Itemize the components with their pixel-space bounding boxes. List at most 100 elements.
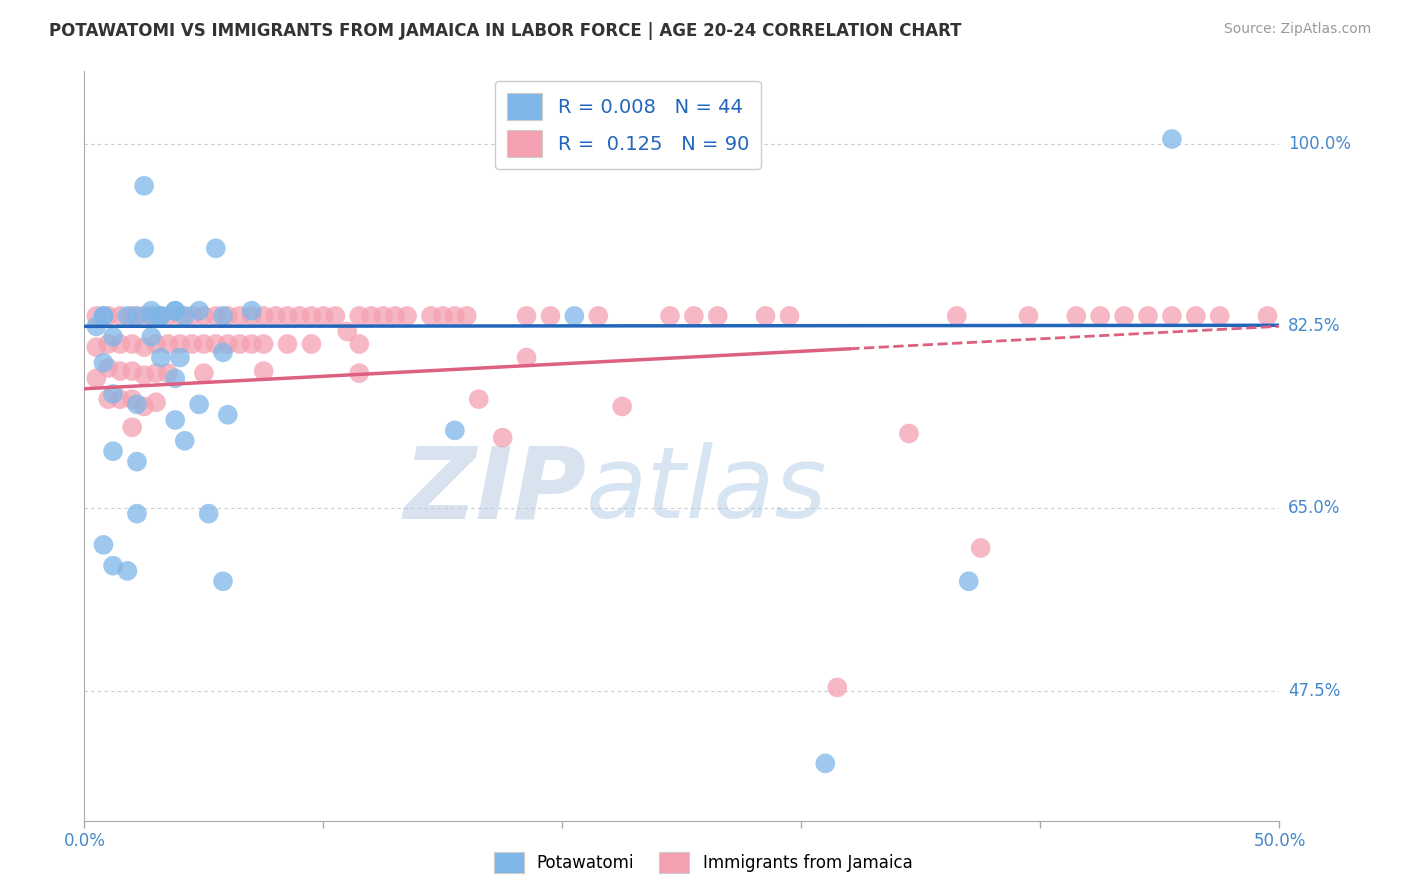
Point bbox=[827, 681, 849, 695]
Point bbox=[181, 309, 204, 323]
Point bbox=[1137, 309, 1160, 323]
Point bbox=[193, 337, 215, 351]
Text: 82.5%: 82.5% bbox=[1288, 318, 1340, 335]
Point bbox=[707, 309, 730, 323]
Text: 65.0%: 65.0% bbox=[1288, 500, 1340, 517]
Point bbox=[93, 309, 115, 323]
Point bbox=[444, 309, 467, 323]
Point bbox=[516, 309, 538, 323]
Point bbox=[101, 387, 124, 401]
Point bbox=[165, 303, 187, 318]
Point bbox=[1018, 309, 1040, 323]
Point bbox=[301, 337, 323, 351]
Point bbox=[456, 309, 478, 323]
Point bbox=[145, 309, 167, 323]
Point bbox=[93, 538, 115, 552]
Legend: R = 0.008   N = 44, R =  0.125   N = 90: R = 0.008 N = 44, R = 0.125 N = 90 bbox=[495, 81, 761, 169]
Point bbox=[149, 309, 172, 323]
Point bbox=[110, 392, 132, 407]
Point bbox=[240, 309, 263, 323]
Point bbox=[612, 400, 634, 414]
Point bbox=[121, 420, 143, 434]
Point bbox=[181, 337, 204, 351]
Point bbox=[288, 309, 311, 323]
Point bbox=[588, 309, 610, 323]
Point bbox=[898, 426, 921, 441]
Point bbox=[188, 303, 211, 318]
Point bbox=[145, 366, 167, 380]
Point bbox=[229, 337, 252, 351]
Point bbox=[1161, 132, 1184, 146]
Point bbox=[193, 309, 215, 323]
Point bbox=[349, 366, 371, 380]
Point bbox=[165, 303, 187, 318]
Point bbox=[205, 241, 228, 255]
Point bbox=[86, 319, 108, 334]
Text: Source: ZipAtlas.com: Source: ZipAtlas.com bbox=[1223, 22, 1371, 37]
Point bbox=[683, 309, 706, 323]
Point bbox=[1114, 309, 1136, 323]
Point bbox=[121, 364, 143, 378]
Point bbox=[373, 309, 395, 323]
Point bbox=[110, 309, 132, 323]
Point bbox=[93, 356, 115, 370]
Point bbox=[349, 309, 371, 323]
Point bbox=[86, 371, 108, 385]
Point bbox=[540, 309, 562, 323]
Point bbox=[240, 303, 263, 318]
Point bbox=[97, 309, 120, 323]
Point bbox=[110, 364, 132, 378]
Point bbox=[212, 345, 235, 359]
Point bbox=[755, 309, 778, 323]
Text: 47.5%: 47.5% bbox=[1288, 681, 1340, 699]
Point bbox=[132, 400, 156, 414]
Point bbox=[132, 178, 156, 193]
Point bbox=[312, 309, 335, 323]
Point bbox=[240, 337, 263, 351]
Point bbox=[125, 397, 148, 411]
Text: atlas: atlas bbox=[586, 442, 828, 540]
Point bbox=[169, 309, 191, 323]
Point bbox=[253, 309, 276, 323]
Point bbox=[121, 337, 143, 351]
Point bbox=[121, 309, 143, 323]
Point bbox=[253, 337, 276, 351]
Point bbox=[101, 444, 124, 458]
Point bbox=[125, 309, 148, 323]
Point bbox=[957, 574, 980, 589]
Point bbox=[1161, 309, 1184, 323]
Point bbox=[946, 309, 969, 323]
Point bbox=[229, 309, 252, 323]
Point bbox=[349, 337, 371, 351]
Point bbox=[212, 574, 235, 589]
Point bbox=[277, 309, 299, 323]
Point bbox=[1066, 309, 1088, 323]
Point bbox=[444, 424, 467, 438]
Point bbox=[516, 351, 538, 365]
Point bbox=[157, 366, 180, 380]
Point bbox=[101, 330, 124, 344]
Point bbox=[149, 309, 172, 323]
Point bbox=[492, 431, 515, 445]
Y-axis label: In Labor Force | Age 20-24: In Labor Force | Age 20-24 bbox=[0, 336, 8, 556]
Point bbox=[360, 309, 382, 323]
Point bbox=[145, 395, 167, 409]
Point bbox=[970, 541, 993, 555]
Point bbox=[165, 413, 187, 427]
Point bbox=[149, 351, 172, 365]
Point bbox=[197, 507, 219, 521]
Point bbox=[193, 366, 215, 380]
Point bbox=[205, 337, 228, 351]
Point bbox=[1257, 309, 1279, 323]
Point bbox=[779, 309, 801, 323]
Point bbox=[97, 361, 120, 376]
Point bbox=[97, 337, 120, 351]
Point bbox=[1185, 309, 1208, 323]
Point bbox=[157, 337, 180, 351]
Point bbox=[432, 309, 454, 323]
Point bbox=[1090, 309, 1112, 323]
Text: 100.0%: 100.0% bbox=[1288, 136, 1351, 153]
Point bbox=[132, 241, 156, 255]
Point bbox=[277, 337, 299, 351]
Point bbox=[157, 309, 180, 323]
